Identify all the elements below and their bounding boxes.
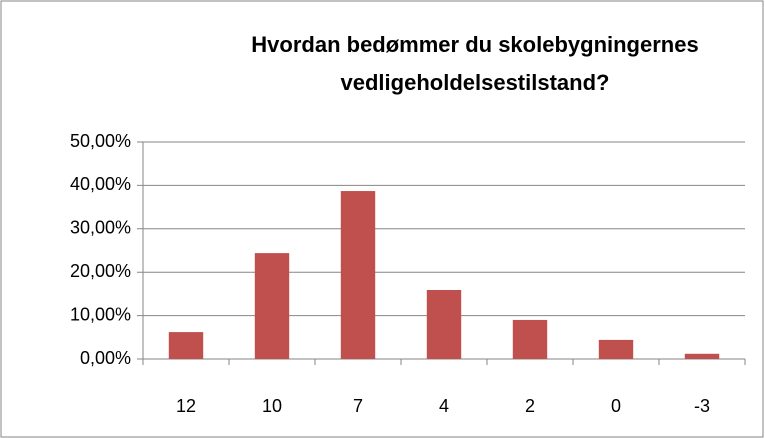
- x-tick-label: 12: [176, 396, 196, 416]
- bar: [598, 339, 634, 359]
- y-tick-label: 30,00%: [70, 218, 131, 238]
- y-tick-label: 10,00%: [70, 304, 131, 324]
- bar: [684, 353, 720, 359]
- bar: [340, 191, 376, 359]
- x-tick-label: 7: [353, 396, 363, 416]
- bar: [168, 332, 204, 359]
- x-tick-label: 4: [439, 396, 449, 416]
- x-tick-label: 0: [611, 396, 621, 416]
- bar: [254, 253, 290, 359]
- x-tick-label: 2: [525, 396, 535, 416]
- y-tick-label: 20,00%: [70, 261, 131, 281]
- y-tick-label: 40,00%: [70, 174, 131, 194]
- bar: [512, 319, 548, 359]
- chart-title: Hvordan bedømmer du skolebygningernes: [251, 32, 698, 57]
- y-tick-label: 0,00%: [80, 348, 131, 368]
- x-tick-label: 10: [262, 396, 282, 416]
- x-tick-label: -3: [694, 396, 710, 416]
- chart-title: vedligeholdelsestilstand?: [341, 70, 610, 95]
- bar: [426, 289, 462, 359]
- y-tick-label: 50,00%: [70, 131, 131, 151]
